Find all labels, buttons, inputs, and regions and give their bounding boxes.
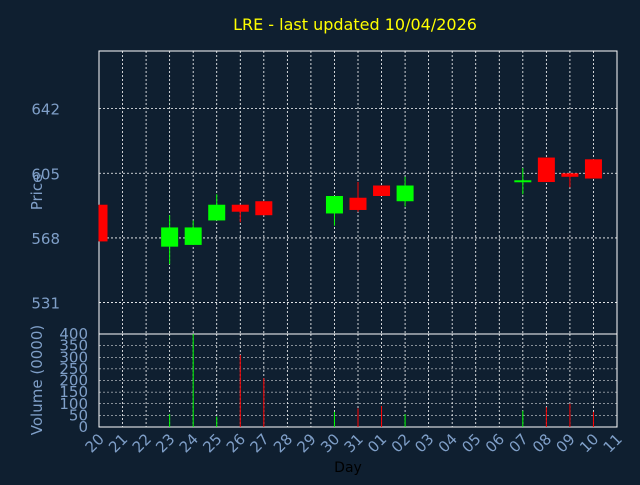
day-tick-label: 07 <box>505 430 531 456</box>
candle-body <box>561 173 579 177</box>
candle-body <box>325 195 343 214</box>
candle-body <box>396 185 414 202</box>
day-tick-label: 28 <box>270 430 296 456</box>
volume-tick-label: 250 <box>59 360 88 378</box>
candle-body <box>584 159 602 179</box>
day-tick-label: 11 <box>600 430 626 456</box>
volume-tick-label: 150 <box>59 383 88 401</box>
candle-body <box>514 180 532 183</box>
volume-tick-label: 50 <box>69 406 88 424</box>
price-tick-label: 642 <box>31 101 60 119</box>
candle-body <box>537 157 555 183</box>
day-tick-label: 04 <box>435 430 461 456</box>
day-tick-label: 25 <box>199 430 225 456</box>
day-tick-label: 09 <box>553 430 579 456</box>
candle-body <box>184 227 202 245</box>
day-tick-label: 31 <box>341 430 367 456</box>
day-tick-label: 30 <box>317 430 343 456</box>
day-tick-label: 27 <box>246 430 272 456</box>
price-tick-label: 568 <box>31 230 60 248</box>
day-tick-label: 22 <box>129 430 155 456</box>
candle-body <box>99 204 108 242</box>
volume-tick-label: 200 <box>59 372 88 390</box>
price-tick-label: 531 <box>31 295 60 313</box>
candle-body <box>255 201 273 216</box>
candle-body <box>161 227 179 247</box>
candle-body <box>373 185 391 196</box>
volume-tick-label: 300 <box>59 348 88 366</box>
price-axis-label: Price <box>28 174 46 211</box>
day-tick-label: 02 <box>388 430 414 456</box>
day-tick-label: 24 <box>176 430 202 456</box>
price-tick-label: 605 <box>31 165 60 183</box>
candle-body <box>349 197 367 210</box>
day-axis-label: Day <box>334 460 362 476</box>
day-tick-label: 03 <box>411 430 437 456</box>
day-tick-label: 01 <box>364 430 390 456</box>
day-tick-label: 29 <box>294 430 320 456</box>
chart-title: LRE - last updated 10/04/2026 <box>233 15 477 34</box>
day-tick-label: 05 <box>458 430 484 456</box>
volume-tick-label: 400 <box>59 325 88 343</box>
volume-tick-label: 350 <box>59 337 88 355</box>
day-tick-label: 26 <box>223 430 249 456</box>
day-tick-labels: 2021222324252627282930310102030405060708… <box>82 430 626 456</box>
volume-tick-label: 0 <box>78 418 88 436</box>
day-tick-label: 08 <box>529 430 555 456</box>
day-tick-label: 23 <box>152 430 178 456</box>
day-tick-label: 10 <box>576 430 602 456</box>
day-tick-label: 06 <box>482 430 508 456</box>
day-tick-label: 21 <box>105 430 131 456</box>
candle-body <box>231 204 249 212</box>
candle-body <box>208 204 226 221</box>
volume-axis-label: Volume (0000) <box>28 325 46 435</box>
volume-tick-label: 100 <box>59 395 88 413</box>
price-panel: 531 568 605 642 <box>31 50 618 335</box>
